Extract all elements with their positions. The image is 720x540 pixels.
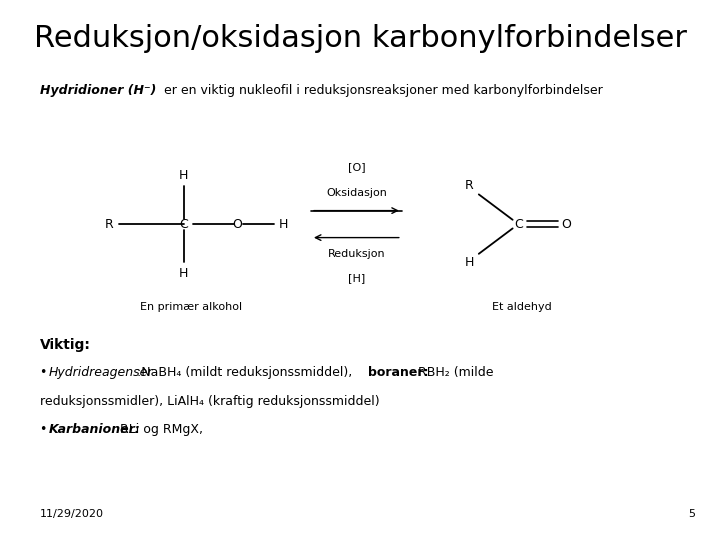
Text: Hydridioner (H⁻): Hydridioner (H⁻) bbox=[40, 84, 156, 97]
Text: C: C bbox=[179, 218, 188, 231]
Text: 11/29/2020: 11/29/2020 bbox=[40, 509, 104, 519]
Text: :NaBH₄ (mildt reduksjonssmiddel),: :NaBH₄ (mildt reduksjonssmiddel), bbox=[133, 366, 356, 379]
Text: Oksidasjon: Oksidasjon bbox=[326, 188, 387, 198]
Text: er en viktig nukleofil i reduksjonsreaksjoner med karbonylforbindelser: er en viktig nukleofil i reduksjonsreaks… bbox=[160, 84, 603, 97]
Text: •: • bbox=[40, 423, 51, 436]
Text: O: O bbox=[233, 218, 243, 231]
Text: R: R bbox=[465, 179, 474, 192]
Text: C: C bbox=[514, 218, 523, 231]
Text: [O]: [O] bbox=[348, 163, 365, 172]
Text: H: H bbox=[179, 169, 189, 182]
Text: boraner:: boraner: bbox=[368, 366, 428, 379]
Text: reduksjonssmidler), LiAlH₄ (kraftig reduksjonssmiddel): reduksjonssmidler), LiAlH₄ (kraftig redu… bbox=[40, 395, 379, 408]
Text: Et aldehyd: Et aldehyd bbox=[492, 302, 552, 313]
Text: H: H bbox=[179, 267, 189, 280]
Text: H: H bbox=[279, 218, 288, 231]
Text: RBH₂ (milde: RBH₂ (milde bbox=[414, 366, 493, 379]
Text: O: O bbox=[561, 218, 571, 231]
Text: •: • bbox=[40, 366, 51, 379]
Text: [H]: [H] bbox=[348, 273, 365, 283]
Text: Karbanioner:: Karbanioner: bbox=[48, 423, 140, 436]
Text: Hydridreagenser: Hydridreagenser bbox=[48, 366, 153, 379]
Text: H: H bbox=[464, 256, 474, 269]
Text: Reduksjon/oksidasjon karbonylforbindelser: Reduksjon/oksidasjon karbonylforbindelse… bbox=[34, 24, 686, 53]
Text: En primær alkohol: En primær alkohol bbox=[140, 302, 242, 313]
Text: Viktig:: Viktig: bbox=[40, 338, 91, 352]
Text: R: R bbox=[104, 218, 113, 231]
Text: Reduksjon: Reduksjon bbox=[328, 249, 385, 259]
Text: 5: 5 bbox=[688, 509, 695, 519]
Text: RLi og RMgX,: RLi og RMgX, bbox=[116, 423, 203, 436]
